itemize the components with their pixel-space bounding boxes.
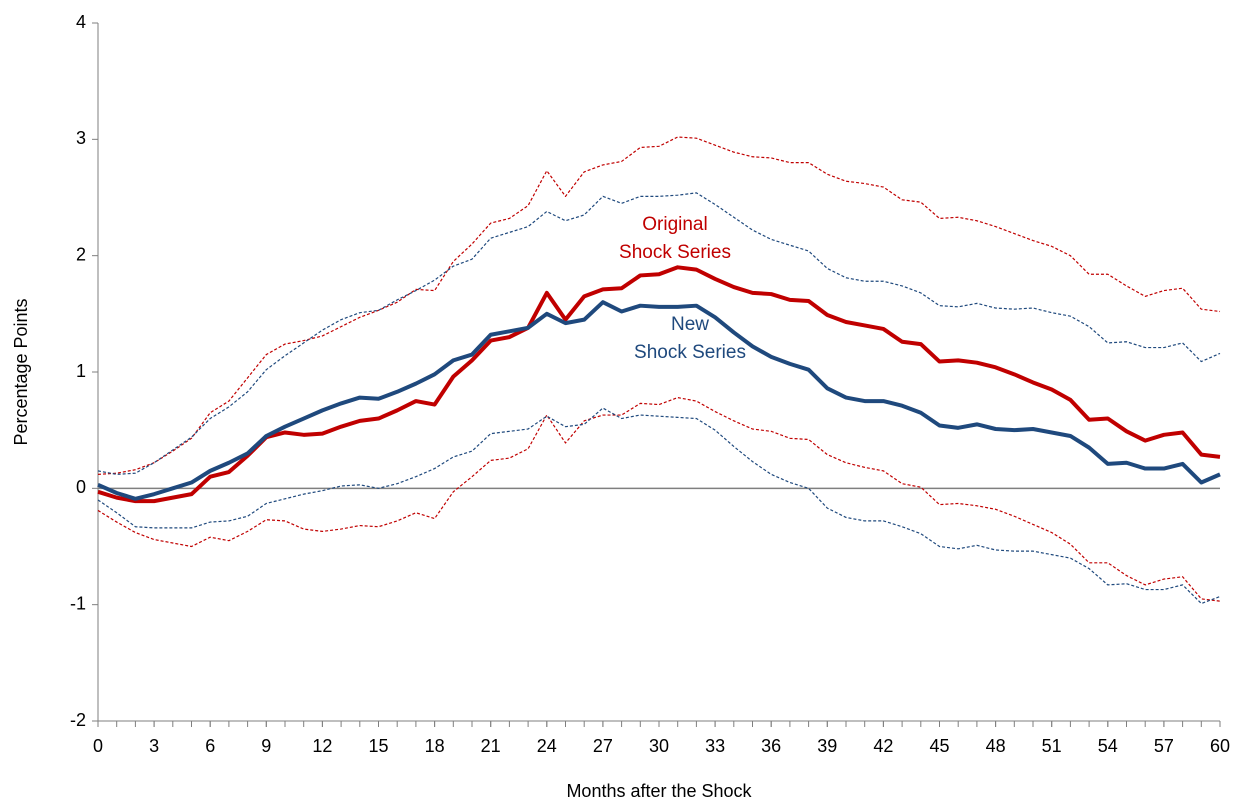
- x-tick-label: 33: [705, 736, 725, 756]
- annotation: Shock Series: [634, 342, 746, 363]
- x-tick-label: 3: [149, 736, 159, 756]
- x-tick-label: 21: [481, 736, 501, 756]
- y-axis-title: Percentage Points: [11, 298, 31, 445]
- annotation: Shock Series: [619, 242, 731, 263]
- x-tick-label: 48: [986, 736, 1006, 756]
- x-tick-label: 36: [761, 736, 781, 756]
- y-tick-label: 3: [76, 128, 86, 148]
- response-line: [97, 265, 1221, 504]
- y-tick-label: -2: [70, 710, 86, 730]
- band-line: [97, 407, 1221, 605]
- y-tick-label: 2: [76, 244, 86, 264]
- y-tick-label: 1: [76, 361, 86, 381]
- x-tick-label: 30: [649, 736, 669, 756]
- x-tick-label: 9: [261, 736, 271, 756]
- x-tick-label: 24: [537, 736, 557, 756]
- x-tick-label: 6: [205, 736, 215, 756]
- annotation: New: [671, 314, 709, 335]
- x-tick-label: 57: [1154, 736, 1174, 756]
- y-tick-label: -1: [70, 593, 86, 613]
- x-tick-label: 15: [368, 736, 388, 756]
- response-line: [97, 300, 1221, 501]
- x-tick-label: 45: [929, 736, 949, 756]
- x-tick-label: 42: [873, 736, 893, 756]
- annotation: Original: [642, 214, 707, 235]
- x-tick-label: 27: [593, 736, 613, 756]
- x-axis-title: Months after the Shock: [566, 781, 752, 801]
- x-tick-label: 0: [93, 736, 103, 756]
- x-tick-label: 51: [1042, 736, 1062, 756]
- y-tick-label: 0: [76, 477, 86, 497]
- x-tick-label: 18: [425, 736, 445, 756]
- x-tick-label: 39: [817, 736, 837, 756]
- band-line: [97, 136, 1221, 475]
- band-line: [97, 396, 1221, 602]
- x-tick-label: 60: [1210, 736, 1230, 756]
- x-tick-label: 12: [312, 736, 332, 756]
- x-tick-label: 54: [1098, 736, 1118, 756]
- y-tick-label: 4: [76, 12, 86, 32]
